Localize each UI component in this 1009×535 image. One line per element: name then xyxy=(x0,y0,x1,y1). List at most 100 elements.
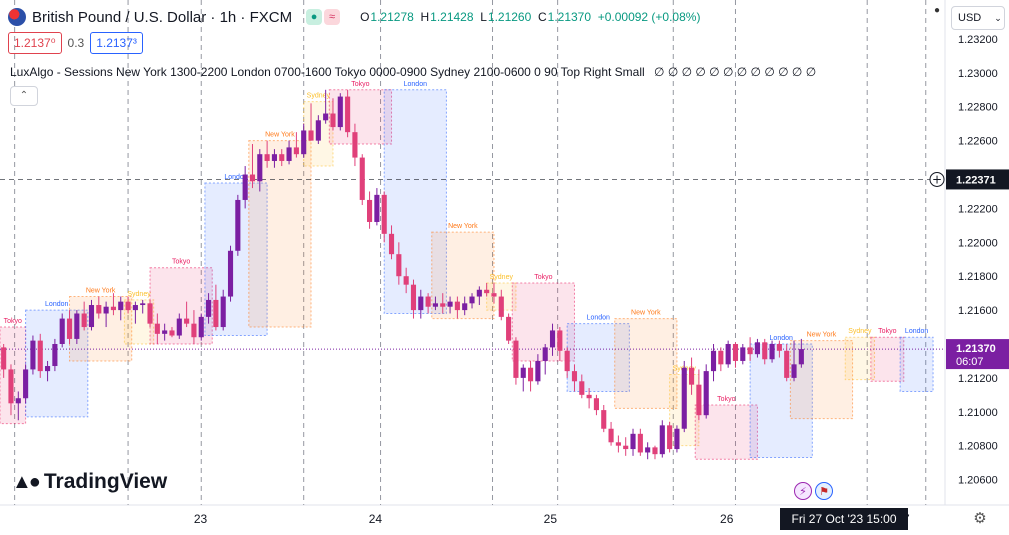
candle-body xyxy=(227,250,234,297)
price-tick-label: 1.22000 xyxy=(958,237,998,249)
candle-body xyxy=(66,318,73,339)
candle-body xyxy=(249,174,256,182)
candle-body xyxy=(623,445,629,450)
candle-body xyxy=(206,299,212,317)
symbol-legend[interactable]: British Pound / U.S. Dollar · 1h · FXCM … xyxy=(8,6,700,28)
candle-body xyxy=(403,276,409,285)
session-label: New York xyxy=(86,288,116,295)
wave-icon: ≈ xyxy=(324,9,341,25)
candle-body xyxy=(147,303,153,324)
add-alert-icon xyxy=(929,171,945,187)
candle-body xyxy=(491,293,497,297)
candle-body xyxy=(798,349,804,365)
indicator-legend[interactable]: LuxAlgo - Sessions New York 1300-2200 Lo… xyxy=(10,65,816,79)
tradingview-mark-icon: ▲● xyxy=(12,470,41,493)
currency-select[interactable]: USD ⌄ xyxy=(951,6,1005,30)
candle-body xyxy=(769,344,775,360)
dot-icon: ● xyxy=(934,5,941,16)
candle-body xyxy=(52,344,58,367)
candle-body xyxy=(703,371,709,416)
session-box xyxy=(383,89,447,314)
sell-button[interactable]: 1.2137⁰ xyxy=(8,32,62,54)
spread-value: 0.3 xyxy=(67,36,85,50)
session-label: Sydney xyxy=(490,274,514,281)
session-label: Tokyo xyxy=(172,259,190,266)
buy-button[interactable]: 1.2137³ xyxy=(90,32,143,54)
indicator-title[interactable]: LuxAlgo - Sessions New York 1300-2200 Lo… xyxy=(10,65,645,79)
candle-body xyxy=(630,433,636,450)
candle-body xyxy=(652,447,658,455)
candle-body xyxy=(542,347,548,361)
candle-body xyxy=(45,366,51,372)
session-label: New York xyxy=(631,310,661,317)
candle-body xyxy=(15,398,21,404)
candle-body xyxy=(359,157,365,200)
candle-body xyxy=(564,350,570,372)
candle-body xyxy=(571,371,578,382)
lightning-event-icon[interactable]: ⚡ xyxy=(794,482,812,500)
us-flag-event-icon[interactable]: ⚑ xyxy=(815,482,833,500)
candle-body xyxy=(718,350,724,365)
candle-body xyxy=(213,299,219,328)
session-label: Tokyo xyxy=(351,81,369,88)
price-tick-label: 1.22200 xyxy=(958,203,998,215)
price-tick-label: 1.20600 xyxy=(958,475,998,487)
candle-body xyxy=(184,318,190,324)
candle-body xyxy=(103,306,109,314)
candle-body xyxy=(498,296,504,317)
candle-body xyxy=(191,323,197,338)
time-tick-label: 26 xyxy=(720,512,734,526)
session-label: Tokyo xyxy=(717,396,735,403)
candle-body xyxy=(308,130,314,141)
session-label: London xyxy=(404,81,427,88)
candle-body xyxy=(8,369,14,404)
candle-body xyxy=(528,367,534,382)
candle-body xyxy=(593,398,599,411)
time-tick-label: 24 xyxy=(369,512,383,526)
symbol-title[interactable]: British Pound / U.S. Dollar · 1h · FXCM xyxy=(32,8,293,26)
time-tick-label: 23 xyxy=(194,512,208,526)
candle-body xyxy=(791,364,797,378)
candle-body xyxy=(484,289,490,294)
indicator-values: ∅ ∅ ∅ ∅ ∅ ∅ ∅ ∅ ∅ ∅ ∅ ∅ xyxy=(654,65,817,79)
crosshair-price-badge xyxy=(946,169,1009,190)
plus-icon: + xyxy=(932,172,942,186)
candle-body xyxy=(659,425,665,455)
currency-label: USD xyxy=(958,12,982,24)
event-markers: ⚡ ⚑ xyxy=(794,482,833,500)
last-price-label: 1.21370 xyxy=(956,343,996,355)
price-tick-label: 1.21600 xyxy=(958,305,998,317)
market-status-pill[interactable]: ● ≈ xyxy=(306,9,341,25)
session-label: Tokyo xyxy=(878,328,896,335)
candle-body xyxy=(681,367,687,429)
candle-body xyxy=(513,340,519,378)
candle-body xyxy=(110,306,116,311)
candle-body xyxy=(381,194,387,234)
crosshair-date-label: Fri 27 Oct '23 15:00 xyxy=(780,508,908,530)
candle-body xyxy=(125,301,131,311)
price-tick-label: 1.21800 xyxy=(958,271,998,283)
brand-name: TradingView xyxy=(43,470,168,493)
candle-body xyxy=(257,154,263,182)
candle-body xyxy=(762,342,768,360)
session-label: Sydney xyxy=(127,291,151,298)
candle-body xyxy=(615,442,621,446)
market-open-icon: ● xyxy=(306,9,323,25)
candle-body xyxy=(59,318,65,344)
candle-body xyxy=(410,284,417,311)
candle-body xyxy=(645,447,651,453)
collapse-legend-button[interactable]: ⌃ xyxy=(10,86,38,106)
session-box xyxy=(566,323,630,392)
candle-body xyxy=(432,303,438,307)
session-label: London xyxy=(224,174,247,181)
last-price-badge xyxy=(946,339,1009,370)
settings-gear-icon[interactable]: ⚙ xyxy=(973,510,987,527)
tradingview-logo[interactable]: ▲● TradingView xyxy=(12,470,167,494)
candle-body xyxy=(454,301,460,311)
candle-body xyxy=(1,347,7,370)
candle-body xyxy=(425,296,431,307)
trade-buttons: 1.2137⁰ 0.3 1.2137³ xyxy=(8,32,143,54)
candle-body xyxy=(520,367,526,378)
